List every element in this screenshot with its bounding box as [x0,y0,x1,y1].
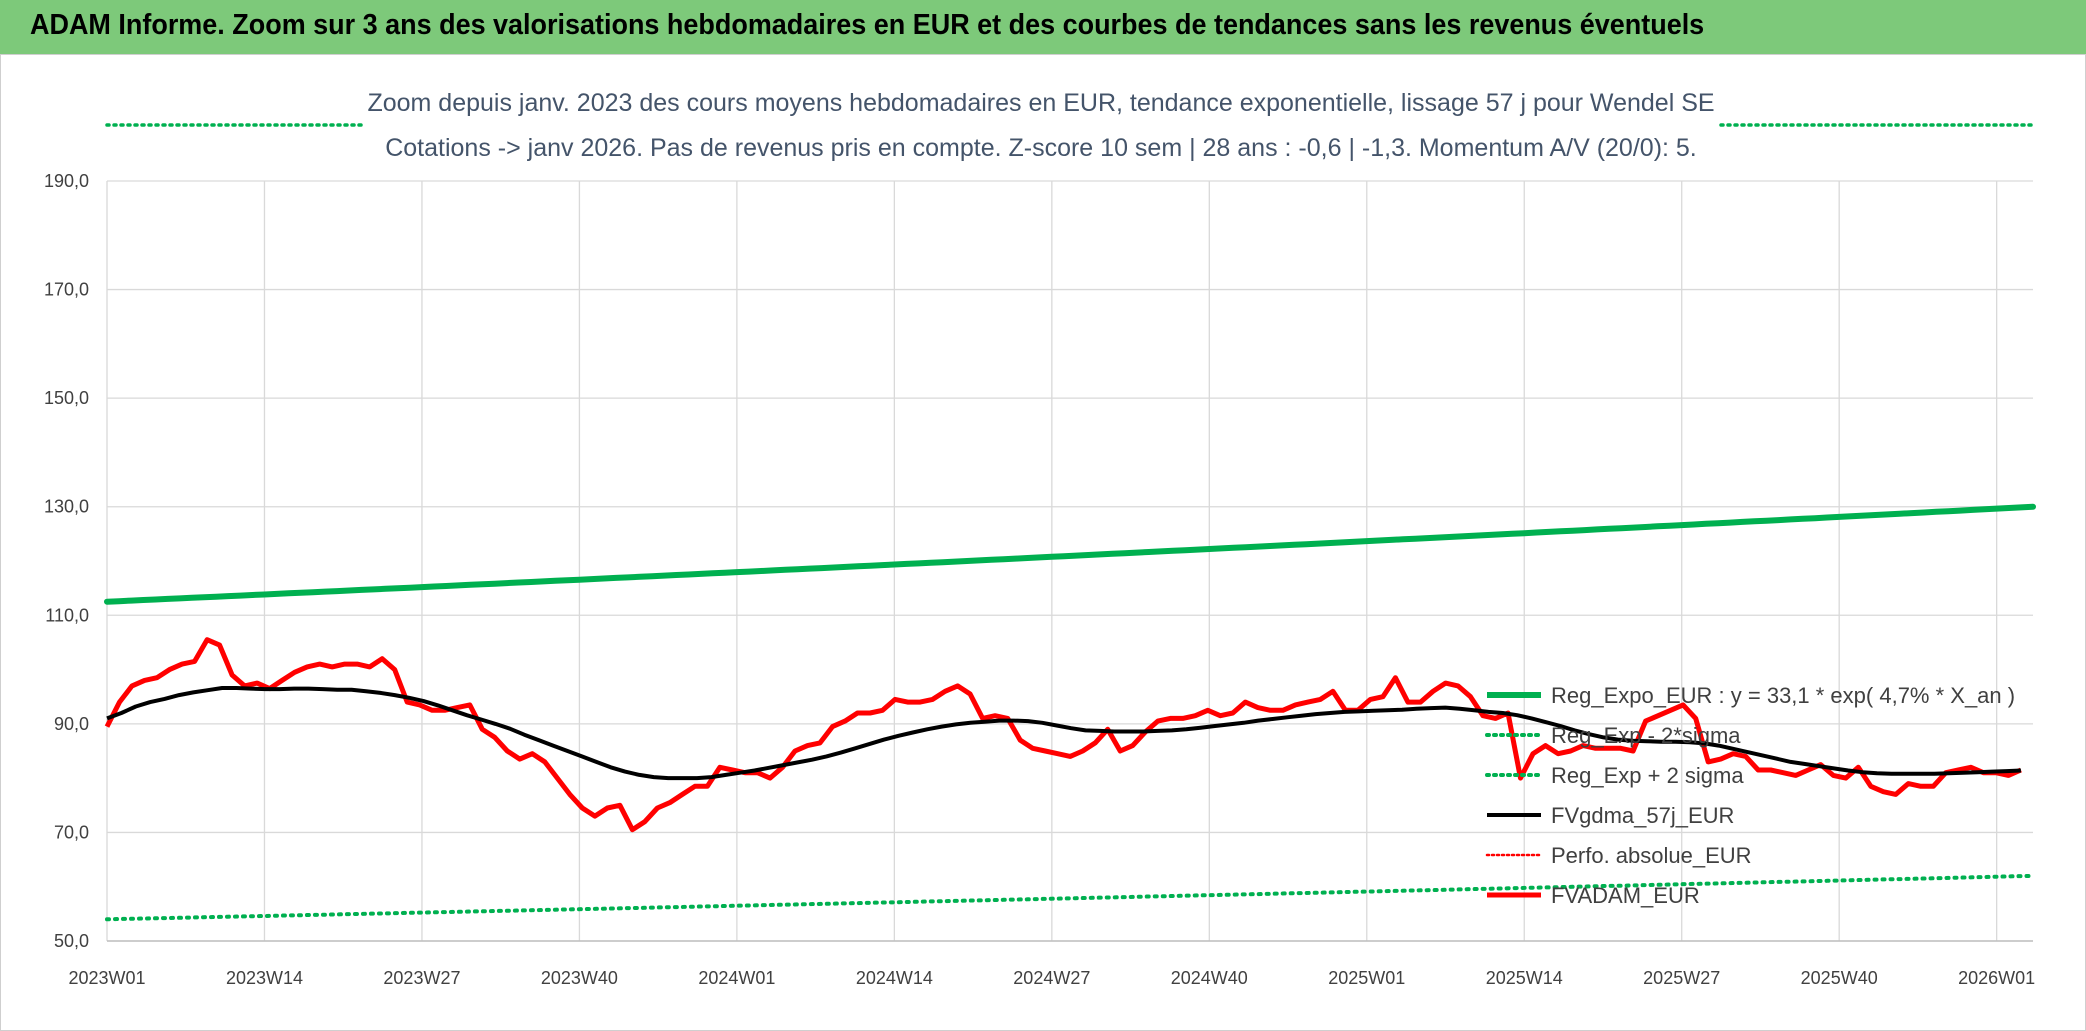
series-reg-expo [104,503,2036,605]
chart-titles: Zoom depuis janv. 2023 des cours moyens … [367,89,1714,162]
x-tick-label: 2025W40 [1801,968,1878,988]
grid-lines [105,123,2035,942]
x-axis-ticks: 2023W01 2023W14 2023W27 2023W40 2024W01 2024W… [68,968,2035,988]
y-tick-label: 50,0 [54,931,89,951]
x-tick-label: 2026W01 [1958,968,2035,988]
y-tick-label: 90,0 [54,714,89,734]
y-axis-ticks: 50,0 70,0 90,0 110,0 130,0 150,0 170,0 190,0 [44,171,89,951]
chart-title-line1: Zoom depuis janv. 2023 des cours moyens … [367,89,1714,117]
chart-frame: Zoom depuis janv. 2023 des cours moyens … [0,54,2086,1031]
chart-title-line2: Cotations -> janv 2026. Pas de revenus p… [385,134,1697,162]
x-tick-label: 2023W27 [383,968,460,988]
x-tick-label: 2024W01 [698,968,775,988]
legend-label: Reg_Exp + 2 sigma [1551,763,1744,788]
legend: Reg_Expo_EUR : y = 33,1 * exp( 4,7% * X_… [1485,683,2015,908]
y-tick-label: 70,0 [54,822,89,842]
y-tick-label: 110,0 [45,605,89,625]
x-tick-label: 2025W01 [1328,968,1405,988]
report-title: ADAM Informe. Zoom sur 3 ans des valoris… [30,9,1705,41]
legend-label: Reg_Exp - 2*sigma [1551,723,1741,748]
legend-label: Perfo. absolue_EUR [1551,843,1752,868]
x-tick-label: 2023W01 [68,968,145,988]
series-lines [104,503,2036,922]
series-fvgdma-57j [106,686,2021,781]
y-tick-label: 190,0 [44,171,89,191]
report-banner: ADAM Informe. Zoom sur 3 ans des valoris… [0,0,2086,55]
legend-label: FVADAM_EUR [1551,883,1700,908]
series-reg-exp-minus-2sigma [105,873,2035,922]
x-tick-label: 2023W14 [226,968,303,988]
series-fvadam [104,637,2022,833]
x-tick-label: 2024W40 [1171,968,1248,988]
legend-label: Reg_Expo_EUR : y = 33,1 * exp( 4,7% * X_… [1551,683,2015,708]
y-tick-label: 170,0 [44,280,89,300]
legend-label: FVgdma_57j_EUR [1551,803,1734,828]
x-tick-label: 2023W40 [541,968,618,988]
x-tick-label: 2025W27 [1643,968,1720,988]
x-tick-label: 2024W14 [856,968,933,988]
y-tick-label: 130,0 [44,497,89,517]
x-tick-label: 2025W14 [1486,968,1563,988]
x-tick-label: 2024W27 [1013,968,1090,988]
line-chart: Zoom depuis janv. 2023 des cours moyens … [44,89,2036,988]
y-tick-label: 150,0 [44,388,89,408]
